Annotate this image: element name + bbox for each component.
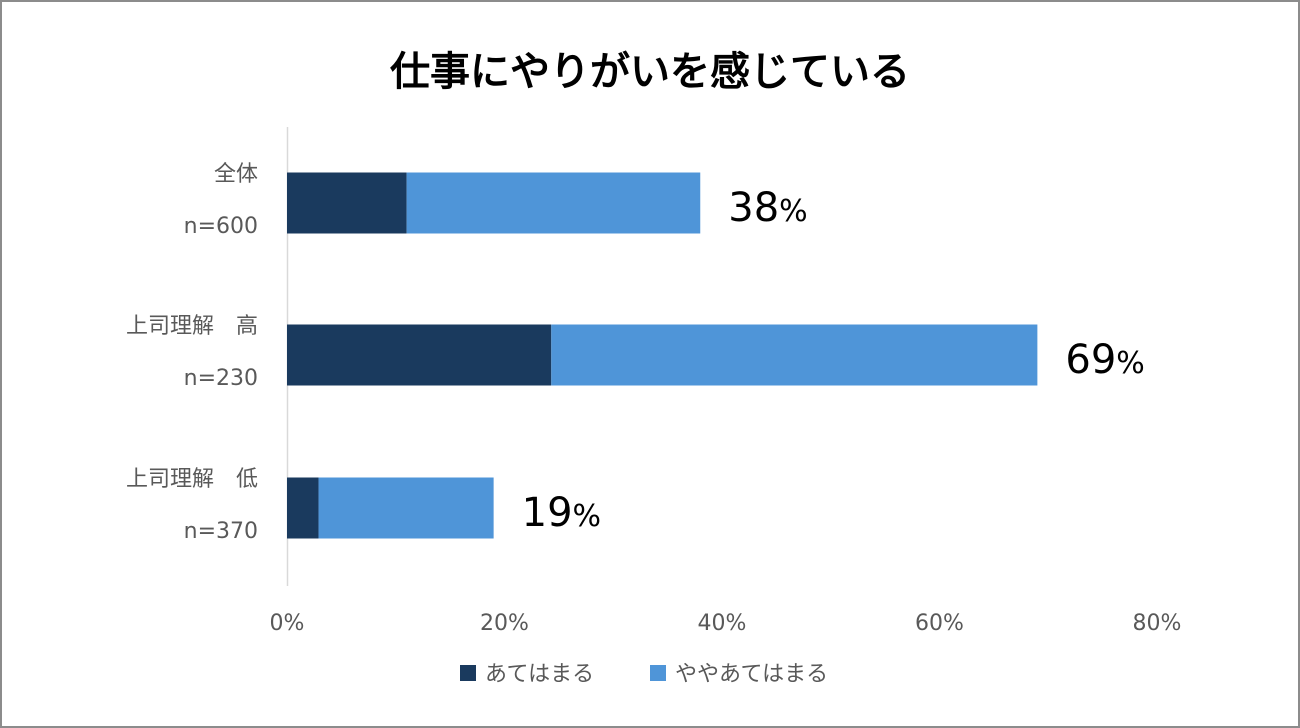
bar-yaya-atehamaru-2	[318, 477, 494, 539]
bar-atehamaru-2	[287, 477, 319, 539]
category-label-1: 上司理解 高	[126, 314, 258, 339]
x-tick-label-3: 60%	[915, 611, 964, 636]
category-n-label-1: n=230	[184, 366, 258, 391]
data-labels: 38% 69% 19%	[522, 185, 1145, 536]
total-label-1: 69%	[1065, 337, 1144, 383]
category-n-label-0: n=600	[184, 214, 258, 239]
bar-atehamaru-1	[287, 324, 552, 386]
x-axis-ticks: 0% 20% 40% 60% 80%	[270, 611, 1182, 636]
x-tick-label-0: 0%	[270, 611, 305, 636]
category-label-0: 全体	[214, 162, 258, 187]
total-label-2: 19%	[522, 490, 601, 536]
total-label-0: 38%	[728, 185, 807, 231]
bar-atehamaru-0	[287, 172, 407, 234]
chart-title: 仕事にやりがいを感じている	[390, 49, 910, 95]
legend-label-0: あてはまる	[485, 662, 594, 687]
legend-swatch-0	[460, 665, 476, 681]
x-tick-label-2: 40%	[698, 611, 747, 636]
bar-yaya-atehamaru-0	[406, 172, 701, 234]
bars-group	[287, 172, 1038, 539]
category-n-label-2: n=370	[184, 519, 258, 544]
legend-label-1: ややあてはまる	[675, 662, 828, 687]
legend: あてはまる ややあてはまる	[460, 662, 828, 687]
legend-swatch-1	[650, 665, 666, 681]
category-labels: 全体 n=600 上司理解 高 n=230 上司理解 低 n=370	[126, 162, 258, 544]
bar-yaya-atehamaru-1	[551, 324, 1038, 386]
category-label-2: 上司理解 低	[126, 467, 258, 492]
x-tick-label-4: 80%	[1133, 611, 1182, 636]
x-tick-label-1: 20%	[480, 611, 529, 636]
